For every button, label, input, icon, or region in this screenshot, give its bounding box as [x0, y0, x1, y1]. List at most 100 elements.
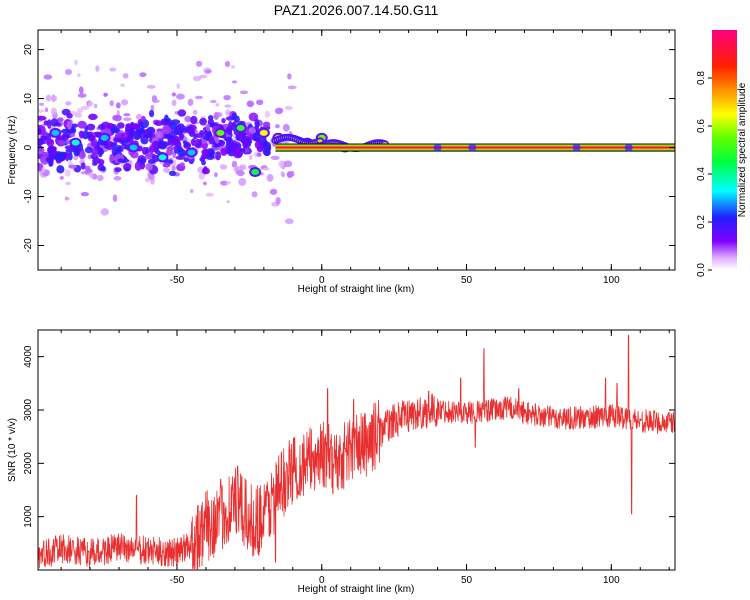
spectrogram-cell: [190, 139, 200, 145]
spectrogram-band: [317, 139, 323, 143]
spectrogram-cell: [120, 132, 128, 142]
spectrogram-speckle: [270, 155, 280, 160]
spectrogram-speckle: [266, 174, 274, 182]
spectrogram-cell: [207, 115, 214, 121]
spectrogram-speckle: [146, 84, 156, 89]
spectrogram-speckle: [93, 103, 98, 109]
spectrogram-speckle: [238, 178, 247, 186]
spectrogram-line-blob: [433, 143, 442, 152]
spectrogram-cell: [248, 112, 259, 122]
spectrogram-speckle: [120, 99, 129, 106]
spectrogram-speckle: [64, 69, 73, 75]
spectrogram-ytick-label: 10: [23, 93, 34, 105]
spectrogram-speckle: [251, 191, 258, 198]
spectrogram-cell: [50, 118, 59, 127]
spectrogram-cell: [60, 128, 69, 134]
spectrogram-speckle: [88, 102, 94, 106]
spectrogram-speckle: [39, 102, 45, 106]
spectrogram-cell: [203, 166, 208, 174]
spectrogram-cell: [205, 123, 211, 132]
spectrogram-cell: [161, 126, 172, 135]
snr-ylabel: SNR (10 * v/v): [7, 418, 18, 482]
spectrogram-speckle: [44, 107, 49, 113]
spectrogram-speckle: [198, 172, 206, 180]
snr-xlabel: Height of straight line (km): [298, 584, 415, 595]
spectrogram-speckle: [256, 99, 264, 106]
spectrogram-cell: [43, 120, 49, 126]
spectrogram-cell: [91, 148, 98, 158]
spectrogram-cell: [97, 149, 103, 158]
spectrogram-speckle: [275, 124, 280, 129]
spectrogram-speckle: [203, 181, 207, 186]
spectrogram-cluster: [100, 134, 109, 141]
spectrogram-cell: [98, 158, 105, 166]
spectrogram-marks: [38, 59, 675, 225]
spectrogram-cell: [228, 142, 234, 150]
spectrogram-cell: [173, 128, 183, 134]
spectrogram-cell: [168, 170, 177, 177]
spectrogram-cell: [226, 126, 233, 131]
spectrogram-cell: [179, 162, 185, 167]
spectrogram-speckle: [59, 175, 64, 180]
spectrogram-cell: [77, 120, 87, 129]
colorbar-tick-label: 0.0: [696, 263, 707, 277]
spectrogram-cell: [256, 152, 262, 157]
spectrogram-cell: [190, 115, 198, 125]
spectrogram-cell: [116, 122, 125, 129]
spectrogram-frame: [37, 29, 676, 271]
spectrogram-speckle: [64, 196, 70, 201]
spectrogram-ytick-label: 0: [23, 144, 34, 150]
spectrogram-speckle: [224, 104, 232, 108]
spectrogram-speckle: [274, 107, 283, 115]
snr-xtick-label: 50: [461, 575, 473, 586]
spectrogram-cell: [84, 165, 91, 171]
spectrogram-cell: [199, 117, 208, 126]
spectrogram-cell: [256, 146, 264, 153]
spectrogram-speckle: [76, 107, 83, 114]
spectrogram-speckle: [248, 154, 253, 161]
spectrogram-cell: [87, 133, 95, 142]
spectrogram-cell: [209, 149, 214, 158]
colorbar: 0.0 0.2 0.4 0.6 0.8 Normalized spectral ampl…: [696, 30, 748, 277]
spectrogram-speckle: [184, 115, 192, 123]
colorbar-gradient: [712, 30, 737, 270]
spectrogram-cell: [112, 114, 122, 122]
spectrogram-cell: [38, 115, 47, 121]
spectrogram-speckle: [176, 83, 180, 90]
spectrogram-speckle: [123, 113, 131, 117]
spectrogram-cell: [129, 128, 135, 137]
spectrogram-speckle: [278, 160, 285, 168]
spectrogram-speckle: [109, 100, 114, 107]
spectrogram-cell: [162, 162, 171, 168]
spectrogram-cell: [252, 133, 260, 141]
spectrogram-cell: [183, 142, 191, 148]
spectrogram-cell: [158, 141, 168, 150]
spectrogram-cluster: [71, 139, 80, 146]
spectrogram-cell: [233, 115, 240, 123]
spectrogram-cell: [38, 128, 42, 134]
spectrogram-speckle: [123, 117, 132, 122]
spectrogram-speckle: [223, 95, 231, 101]
spectrogram-cell: [88, 113, 98, 121]
colorbar-tick-label: 0.4: [696, 167, 707, 181]
spectrogram-cell: [65, 152, 70, 162]
spectrogram-cell: [78, 130, 85, 139]
spectrogram-speckle: [74, 59, 79, 66]
snr-axes: -50 0 50 100 1000 2000 3000 4000: [23, 330, 675, 586]
spectrogram-speckle: [103, 92, 108, 97]
spectrogram-cell: [208, 136, 215, 145]
spectrogram-cell: [56, 117, 64, 122]
spectrogram-ylabel: Frequency (Hz): [7, 116, 18, 185]
spectrogram-speckle: [231, 80, 238, 84]
spectrogram-speckle: [210, 99, 217, 104]
spectrogram-speckle: [122, 73, 129, 79]
spectrogram-speckle: [171, 92, 176, 97]
spectrogram-cell: [225, 116, 235, 121]
spectrogram-xtick-label: 100: [603, 275, 620, 286]
spectrogram-cell: [115, 145, 122, 152]
spectrogram-speckle: [225, 109, 231, 116]
spectrogram-speckle: [290, 170, 295, 177]
spectrogram-speckle: [77, 93, 87, 98]
spectrogram-cell: [146, 126, 156, 135]
spectrogram-speckle: [135, 113, 143, 120]
